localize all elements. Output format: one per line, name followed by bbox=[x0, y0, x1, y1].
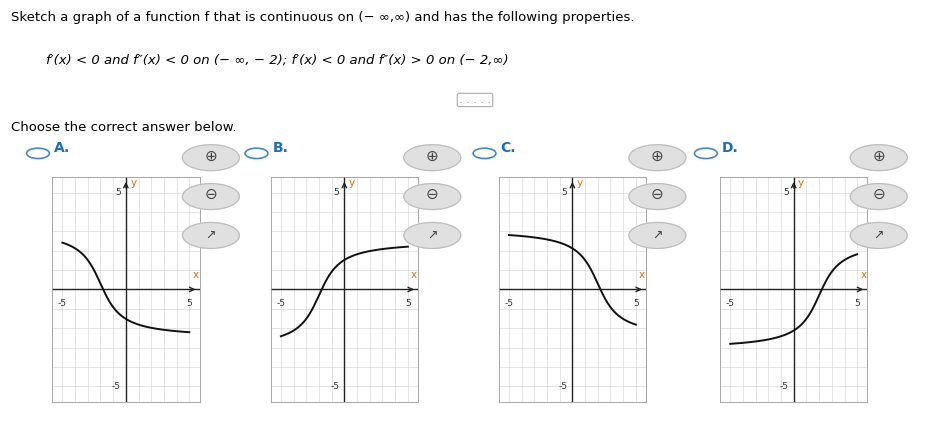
Text: 5: 5 bbox=[405, 299, 410, 308]
Text: Choose the correct answer below.: Choose the correct answer below. bbox=[11, 121, 237, 134]
Text: B.: B. bbox=[273, 141, 289, 155]
Text: ⊖: ⊖ bbox=[426, 187, 439, 202]
Text: 5: 5 bbox=[783, 188, 788, 197]
Text: x: x bbox=[193, 270, 199, 280]
Text: -5: -5 bbox=[331, 382, 339, 391]
Text: ⊖: ⊖ bbox=[204, 187, 218, 202]
Text: 5: 5 bbox=[854, 299, 860, 308]
Text: ↗: ↗ bbox=[873, 229, 884, 242]
Text: 5: 5 bbox=[115, 188, 121, 197]
Text: ⊕: ⊕ bbox=[872, 149, 885, 163]
Text: ⊕: ⊕ bbox=[426, 149, 439, 163]
Text: A.: A. bbox=[54, 141, 70, 155]
Text: -5: -5 bbox=[58, 299, 66, 308]
Text: x: x bbox=[861, 270, 866, 280]
Text: ⊖: ⊖ bbox=[872, 187, 885, 202]
Text: x: x bbox=[411, 270, 417, 280]
Text: y: y bbox=[349, 178, 355, 188]
Text: . . . . .: . . . . . bbox=[459, 95, 491, 105]
Text: ↗: ↗ bbox=[205, 229, 217, 242]
Text: -5: -5 bbox=[276, 299, 285, 308]
Text: 5: 5 bbox=[333, 188, 339, 197]
Text: 5: 5 bbox=[561, 188, 567, 197]
Text: ⊕: ⊕ bbox=[651, 149, 664, 163]
Text: 5: 5 bbox=[186, 299, 192, 308]
Text: -5: -5 bbox=[726, 299, 734, 308]
Text: -5: -5 bbox=[504, 299, 513, 308]
Text: 5: 5 bbox=[633, 299, 638, 308]
Text: ⊕: ⊕ bbox=[204, 149, 218, 163]
Text: x: x bbox=[639, 270, 645, 280]
Text: ⊖: ⊖ bbox=[651, 187, 664, 202]
Text: D.: D. bbox=[722, 141, 739, 155]
Text: ↗: ↗ bbox=[652, 229, 663, 242]
Text: ↗: ↗ bbox=[427, 229, 438, 242]
Text: -5: -5 bbox=[780, 382, 788, 391]
Text: -5: -5 bbox=[112, 382, 121, 391]
Text: C.: C. bbox=[501, 141, 516, 155]
Text: y: y bbox=[798, 178, 805, 188]
Text: -5: -5 bbox=[559, 382, 567, 391]
Text: Sketch a graph of a function f that is continuous on (− ∞,∞) and has the followi: Sketch a graph of a function f that is c… bbox=[11, 11, 635, 24]
Text: y: y bbox=[130, 178, 137, 188]
Text: f′(x) < 0 and f″(x) < 0 on (− ∞, − 2); f′(x) < 0 and f″(x) > 0 on (− 2,∞): f′(x) < 0 and f″(x) < 0 on (− ∞, − 2); f… bbox=[46, 54, 508, 67]
Text: y: y bbox=[577, 178, 583, 188]
